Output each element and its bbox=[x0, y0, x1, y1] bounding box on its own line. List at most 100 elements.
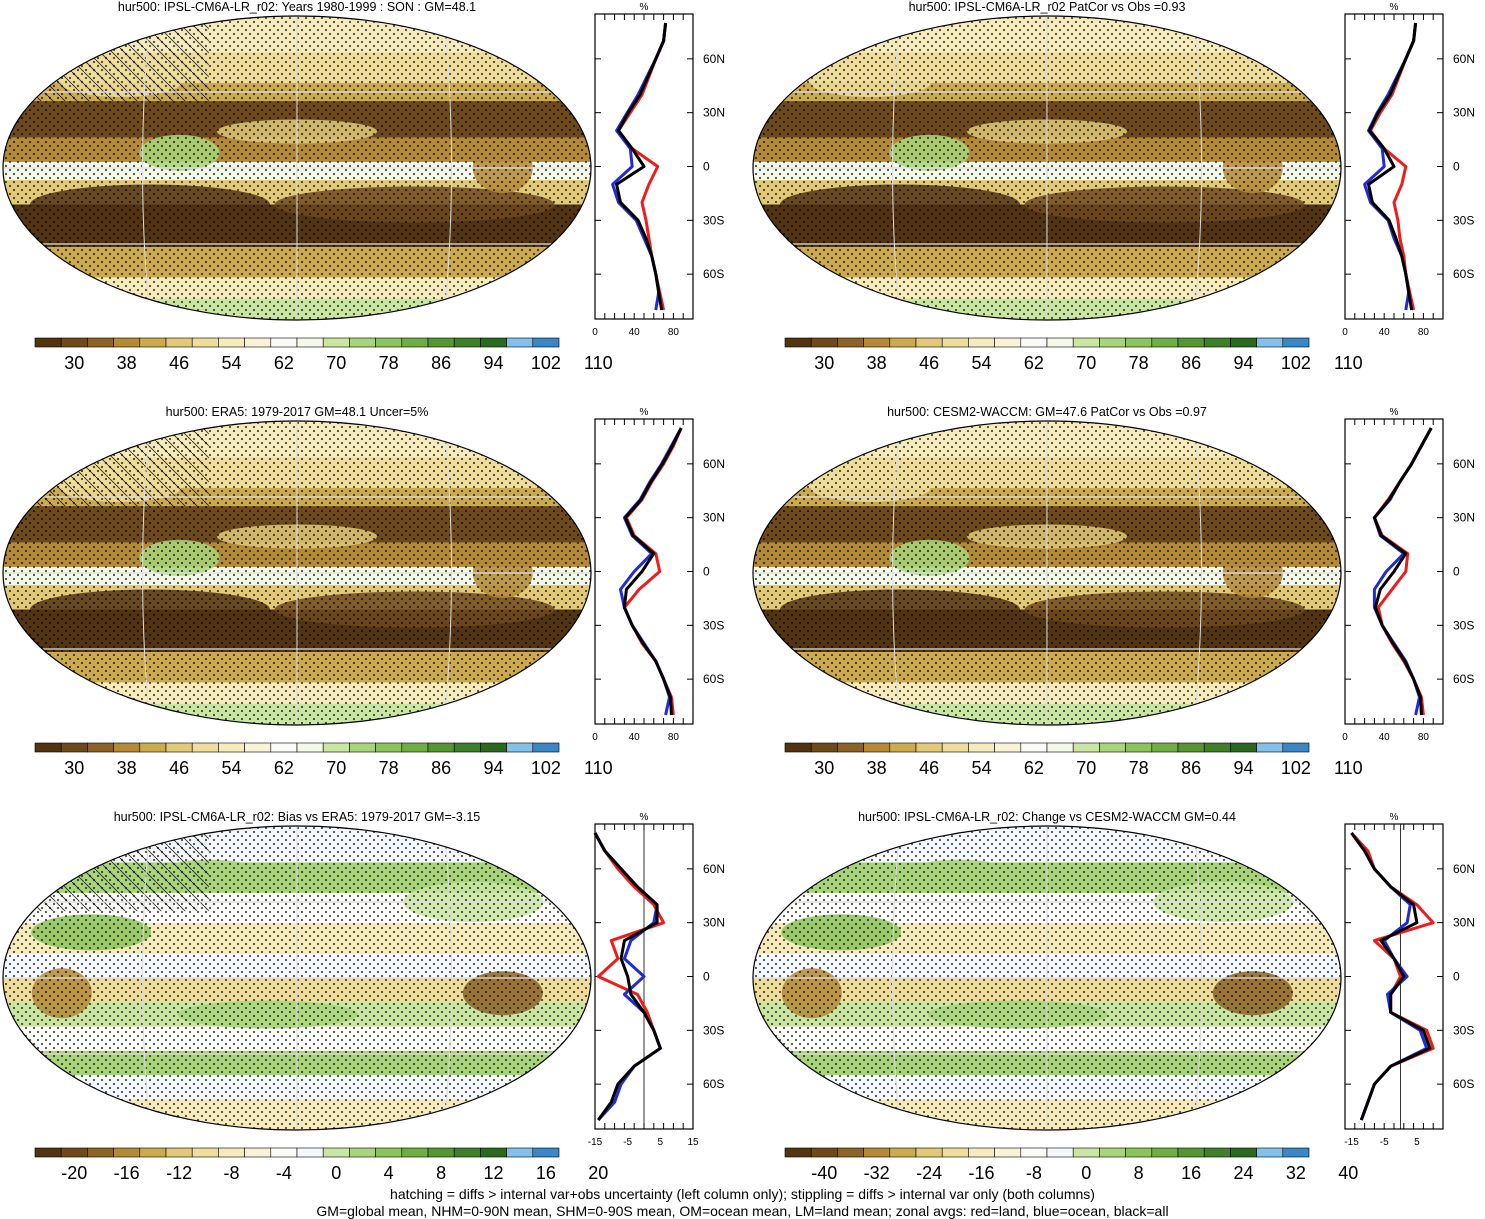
colorbar-tick-label: 30 bbox=[814, 353, 835, 373]
colorbar-swatch bbox=[506, 742, 534, 753]
colorbar-tick-label: 62 bbox=[1023, 353, 1044, 373]
zonal-line-all bbox=[1372, 427, 1433, 716]
zonal-y-tick-label: 30S bbox=[703, 213, 724, 227]
colorbar-swatch bbox=[270, 1147, 298, 1158]
colorbar-swatch bbox=[87, 337, 114, 348]
zonal-x-tick-label: 5 bbox=[658, 1137, 664, 1148]
zonal-line-land bbox=[1372, 427, 1433, 716]
colorbar-tick-label: 46 bbox=[919, 758, 940, 778]
colorbar-tick-label: 30 bbox=[64, 758, 85, 778]
colorbar-swatch bbox=[968, 742, 995, 753]
map-title: hur500: ERA5: 1979-2017 GM=48.1 Uncer=5% bbox=[165, 405, 429, 419]
colorbar-tick-label: 94 bbox=[483, 758, 504, 778]
colorbar-swatch bbox=[270, 337, 298, 348]
colorbar-swatch bbox=[1151, 1147, 1179, 1158]
zonal-y-tick-label: 60N bbox=[703, 52, 725, 66]
colorbar-tick-label: 86 bbox=[1181, 758, 1202, 778]
colorbar-swatch bbox=[427, 337, 455, 348]
colorbar-swatch bbox=[218, 1147, 245, 1158]
zonal-y-tick-label: 30N bbox=[703, 916, 725, 930]
zonal-mean-plot: % 0 40 80 60N 30N 0 30S 60S bbox=[1342, 407, 1475, 743]
zonal-y-tick-label: 60S bbox=[1453, 672, 1474, 686]
colorbar-swatch bbox=[1151, 742, 1179, 753]
colorbar-swatch bbox=[139, 337, 167, 348]
colorbar-swatch bbox=[322, 742, 350, 753]
colorbar-tick-label: 0 bbox=[331, 1163, 342, 1183]
colorbar-swatch bbox=[165, 742, 193, 753]
colorbar-swatch bbox=[994, 742, 1022, 753]
colorbar-swatch bbox=[784, 1147, 812, 1158]
colorbar-tick-label: 20 bbox=[588, 1163, 609, 1183]
zonal-y-tick-label: 60S bbox=[703, 672, 724, 686]
colorbar-tick-label: 32 bbox=[1285, 1163, 1306, 1183]
colorbar-swatch bbox=[480, 337, 507, 348]
colorbar-tick-label: 86 bbox=[431, 353, 452, 373]
colorbar-swatch bbox=[994, 337, 1022, 348]
zonal-y-tick-label: 0 bbox=[703, 565, 710, 579]
colorbar-swatch bbox=[1046, 337, 1074, 348]
zonal-y-tick-label: 30S bbox=[1453, 213, 1474, 227]
colorbar-swatch bbox=[1282, 337, 1310, 348]
colorbar-swatch bbox=[453, 337, 481, 348]
map-title: hur500: IPSL-CM6A-LR_r02: Years 1980-199… bbox=[117, 0, 477, 14]
zonal-x-tick-label: 80 bbox=[668, 327, 680, 338]
colorbar-swatch bbox=[1099, 1147, 1126, 1158]
panel-graphics: % 0 40 80 60N 30N 0 30S 60S bbox=[752, 2, 1475, 348]
colorbar-swatch bbox=[453, 742, 481, 753]
zonal-x-tick-label: 40 bbox=[629, 732, 641, 743]
colorbar-swatch bbox=[889, 1147, 917, 1158]
colorbar-tick-label: 110 bbox=[583, 353, 613, 373]
zonal-y-tick-label: 60S bbox=[703, 1077, 724, 1091]
colorbar bbox=[784, 742, 1310, 753]
colorbar-swatch bbox=[1177, 742, 1205, 753]
zonal-x-tick-label: 0 bbox=[1342, 327, 1348, 338]
colorbar bbox=[34, 1147, 560, 1158]
colorbar-tick-label: 16 bbox=[535, 1163, 556, 1183]
colorbar-swatch bbox=[1099, 337, 1126, 348]
panel-6: hur500: IPSL-CM6A-LR_r02: Change vs CESM… bbox=[750, 810, 1485, 1190]
colorbar-tick-label: 38 bbox=[116, 758, 137, 778]
colorbar-swatch bbox=[1203, 337, 1231, 348]
colorbar-tick-label: 70 bbox=[1076, 758, 1097, 778]
colorbar-tick-label: -8 bbox=[223, 1163, 240, 1183]
zonal-unit: % bbox=[640, 2, 649, 13]
colorbar-tick-label: 38 bbox=[116, 353, 137, 373]
colorbar-tick-label: 38 bbox=[866, 758, 887, 778]
colorbar-tick-label: -24 bbox=[916, 1163, 943, 1183]
colorbar-tick-label: 38 bbox=[866, 353, 887, 373]
colorbar-swatch bbox=[1125, 742, 1153, 753]
colorbar-swatch bbox=[1177, 337, 1205, 348]
zonal-y-tick-label: 30S bbox=[703, 1023, 724, 1037]
colorbar-swatch bbox=[139, 1147, 167, 1158]
colorbar-swatch bbox=[218, 337, 245, 348]
colorbar-swatch bbox=[941, 742, 969, 753]
colorbar-swatch bbox=[1125, 1147, 1153, 1158]
zonal-y-tick-label: 0 bbox=[1453, 565, 1460, 579]
colorbar-swatch bbox=[1177, 1147, 1205, 1158]
colorbar-swatch bbox=[863, 742, 891, 753]
colorbar-swatch bbox=[218, 742, 245, 753]
colorbar-swatch bbox=[60, 1147, 88, 1158]
panel-graphics: % 0 40 80 60N 30N 0 30S 60S bbox=[2, 407, 725, 753]
zonal-y-tick-label: 60S bbox=[1453, 1077, 1474, 1091]
colorbar-swatch bbox=[113, 742, 141, 753]
zonal-y-tick-label: 0 bbox=[703, 160, 710, 174]
zonal-mean-plot: % -15 -5 5 60N 30N 0 30S 60S bbox=[1344, 812, 1475, 1148]
zonal-line-all bbox=[615, 22, 668, 311]
map-title: hur500: IPSL-CM6A-LR_r02: Change vs CESM… bbox=[858, 810, 1236, 824]
map-field bbox=[753, 826, 1341, 1130]
colorbar-swatch bbox=[889, 742, 917, 753]
zonal-y-tick-label: 60N bbox=[1453, 52, 1475, 66]
colorbar-tick-label: 110 bbox=[1333, 353, 1363, 373]
colorbar-swatch bbox=[1203, 742, 1231, 753]
zonal-x-tick-label: 80 bbox=[1418, 327, 1430, 338]
colorbar-swatch bbox=[532, 1147, 560, 1158]
zonal-y-tick-label: 30N bbox=[703, 511, 725, 525]
zonal-line-ocean bbox=[619, 427, 683, 716]
panel-graphics: % 0 40 80 60N 30N 0 30S 60S bbox=[2, 2, 725, 348]
zonal-y-tick-label: 30N bbox=[1453, 106, 1475, 120]
zonal-y-tick-label: 60S bbox=[1453, 267, 1474, 281]
colorbar-tick-label: -16 bbox=[968, 1163, 995, 1183]
colorbar-swatch bbox=[1230, 1147, 1257, 1158]
colorbar-swatch bbox=[1072, 742, 1100, 753]
